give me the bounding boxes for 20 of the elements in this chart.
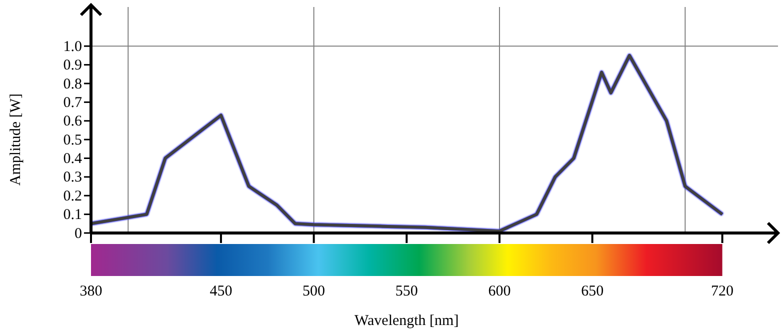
y-tick-label: 0.5 — [63, 132, 82, 148]
y-tick-label: 0.4 — [63, 151, 82, 168]
y-tick-label: 0 — [74, 226, 82, 242]
y-tick-label: 0.9 — [63, 58, 82, 74]
y-tick-label: 0.1 — [63, 207, 82, 224]
x-tick-label: 450 — [210, 284, 232, 300]
y-tick-label: 0.6 — [63, 114, 82, 130]
x-tick-label: 380 — [80, 284, 102, 300]
y-tick-label: 0.8 — [63, 76, 82, 92]
y-axis-title: Amplitude [W] — [8, 94, 24, 186]
x-tick-label: 600 — [488, 284, 511, 300]
x-tick-label: 720 — [711, 284, 734, 300]
y-tick-label: 0.7 — [63, 94, 82, 111]
y-tick-label: 0.2 — [63, 188, 82, 204]
x-axis-title: Wavelength [nm] — [354, 313, 459, 329]
x-tick-label: 650 — [581, 284, 604, 300]
x-tick-label: 550 — [395, 284, 418, 300]
y-tick-label: 1.0 — [63, 38, 82, 55]
x-tick-label: 500 — [302, 284, 326, 300]
y-tick-label: 0.3 — [63, 170, 82, 186]
